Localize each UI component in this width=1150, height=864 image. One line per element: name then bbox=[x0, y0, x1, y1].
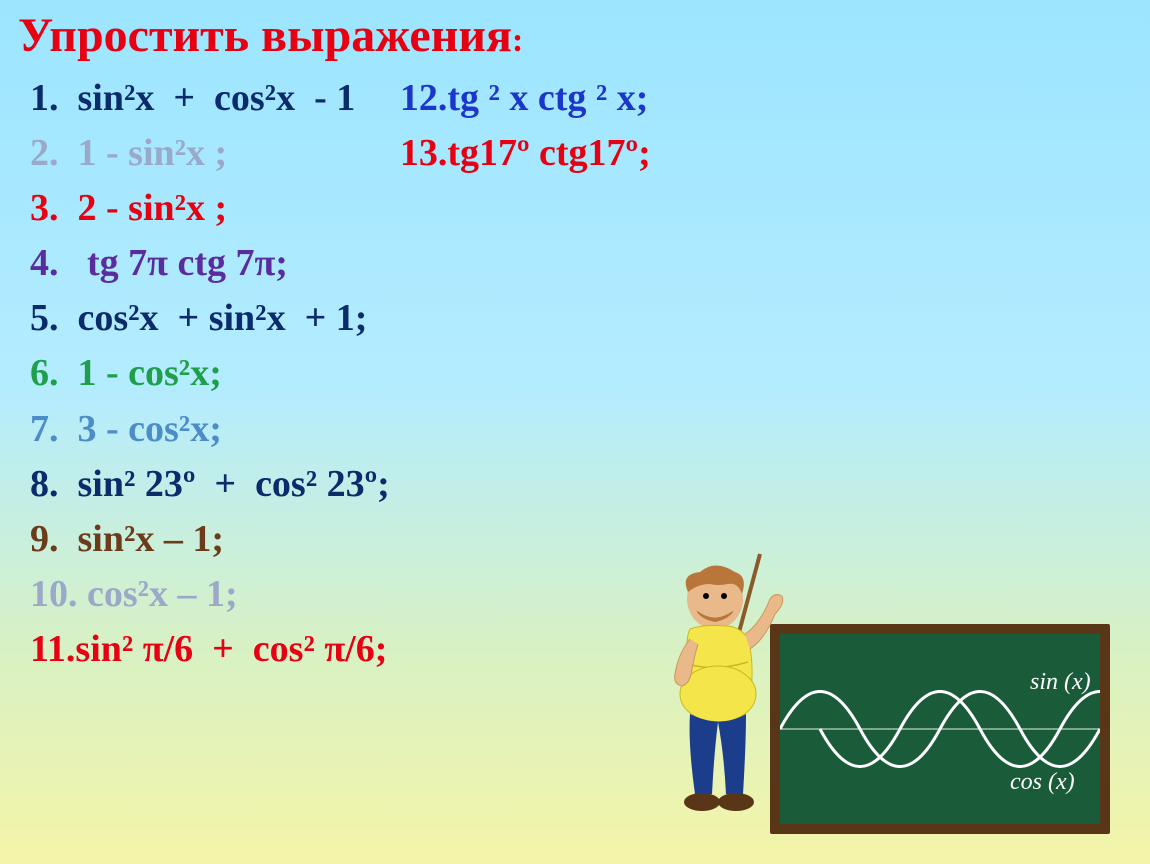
list-item: 10. cos²x – 1; bbox=[30, 567, 390, 622]
left-column: 1. sin²x + cos²x - 12. 1 - sin²x ;3. 2 -… bbox=[30, 71, 390, 677]
list-item: 12.tg ² x ctg ² x; bbox=[400, 71, 651, 126]
teacher-illustration: sin (x) cos (x) bbox=[640, 544, 1110, 834]
right-column: 12.tg ² x ctg ² x;13.tg17º ctg17º; bbox=[400, 71, 651, 677]
title-colon: : bbox=[512, 22, 523, 59]
teacher-figure bbox=[640, 544, 840, 834]
list-item: 7. 3 - cos²x; bbox=[30, 402, 390, 457]
list-item: 9. sin²x – 1; bbox=[30, 512, 390, 567]
list-item: 1. sin²x + cos²x - 1 bbox=[30, 71, 390, 126]
list-item: 4. tg 7π ctg 7π; bbox=[30, 236, 390, 291]
sin-label: sin (x) bbox=[1030, 669, 1091, 695]
list-item: 2. 1 - sin²x ; bbox=[30, 126, 390, 181]
list-item: 11.sin² π/6 + cos² π/6; bbox=[30, 622, 390, 677]
list-item: 8. sin² 23º + cos² 23º; bbox=[30, 457, 390, 512]
list-item: 5. cos²x + sin²x + 1; bbox=[30, 291, 390, 346]
list-item: 6. 1 - cos²x; bbox=[30, 346, 390, 401]
cos-label: cos (x) bbox=[1010, 769, 1075, 795]
list-item: 3. 2 - sin²x ; bbox=[30, 181, 390, 236]
page-title: Упростить выражения: bbox=[0, 0, 1150, 63]
title-text: Упростить выражения bbox=[18, 9, 512, 62]
list-item: 13.tg17º ctg17º; bbox=[400, 126, 651, 181]
